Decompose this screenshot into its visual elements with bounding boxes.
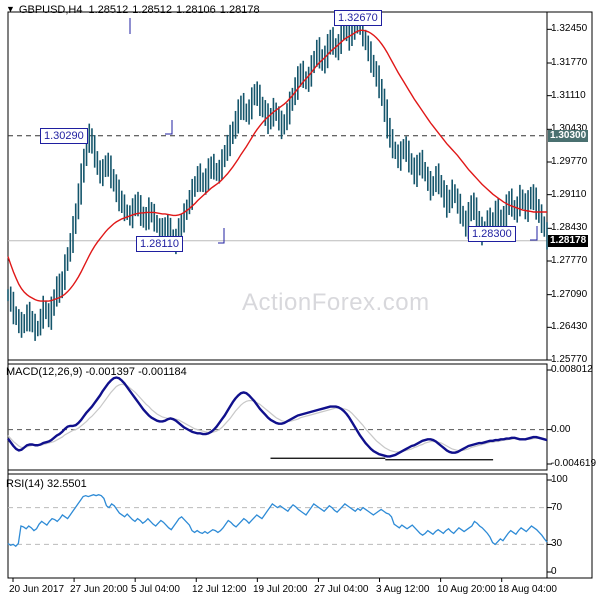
support-tag: 1.28110 [136, 236, 183, 252]
rsi-axis-label: 0 [551, 566, 557, 577]
ohlc-readout: 1.28512 1.28512 1.28106 1.28178 [89, 4, 264, 16]
price-axis-label: 1.32450 [551, 23, 588, 35]
price-axis-label: 1.27770 [551, 254, 588, 266]
ohlc-high: 1.28512 [132, 4, 173, 16]
price-axis-label: 1.27090 [551, 288, 588, 300]
time-axis-label: 10 Aug 20:00 [437, 584, 496, 595]
rsi-axis-label: 30 [551, 538, 563, 550]
symbol-timeframe-label: GBPUSD,H4 [18, 4, 83, 16]
price-axis-label: 1.29110 [551, 188, 587, 200]
rsi-indicator-label: RSI(14) 32.5501 [6, 478, 87, 490]
rsi-line [7, 494, 548, 548]
time-axis-label: 5 Jul 04:00 [131, 584, 180, 595]
recent-low-tag: 1.28300 [468, 226, 516, 242]
resistance-tag: 1.30290 [40, 128, 88, 144]
rsi-panel-frame [7, 473, 548, 579]
macd-indicator-label: MACD(12,26,9) -0.001397 -0.001184 [6, 366, 187, 378]
chart-header: ▼ GBPUSD,H4 1.28512 1.28512 1.28106 1.28178 [6, 4, 264, 16]
ohlc-close: 1.28178 [219, 4, 260, 16]
time-axis-label: 19 Jul 20:00 [253, 584, 308, 595]
current-price-label: 1.28178 [548, 234, 589, 247]
time-axis-label: 27 Jun 20:00 [70, 584, 128, 595]
price-axis-label: 1.31110 [551, 89, 586, 101]
swing-high-tag: 1.32670 [334, 10, 382, 26]
time-axis-label: 27 Jul 04:00 [314, 584, 369, 595]
rsi-axis-label: 70 [551, 501, 563, 513]
price-axis-label: 1.28430 [551, 222, 588, 234]
resistance-leader [165, 120, 173, 135]
time-axis-label: 18 Aug 04:00 [498, 584, 557, 595]
recent-low-leader [530, 226, 538, 241]
price-axis-label: 1.29770 [551, 155, 588, 167]
price-axis-label: 1.26430 [551, 321, 588, 333]
macd-signal-line [7, 383, 548, 453]
watermark: ActionForex.com [242, 289, 430, 316]
macd-main-line [7, 376, 548, 458]
moving-average-line [7, 29, 547, 302]
macd-panel-frame [7, 363, 548, 471]
macd-axis-label: -0.004619 [551, 458, 597, 469]
price-axis-label: 1.25770 [551, 354, 588, 365]
price-level-highlight-label: 1.30300 [548, 129, 589, 142]
time-axis-label: 12 Jul 12:00 [192, 584, 247, 595]
price-axis-label: 1.31770 [551, 56, 588, 68]
time-axis-label: 20 Jun 2017 [9, 584, 65, 595]
price-axis-label: 1.30430 [551, 124, 587, 134]
rsi-axis-label: 100 [551, 474, 568, 485]
ohlc-open: 1.28512 [88, 4, 129, 16]
macd-axis-label: 0.00 [551, 423, 571, 435]
triangle-down-icon[interactable]: ▼ [6, 4, 15, 14]
ohlc-low: 1.28106 [176, 4, 216, 16]
macd-axis-label: 0.008012 [551, 364, 593, 375]
time-axis-label: 3 Aug 12:00 [376, 584, 430, 595]
support-leader [218, 228, 225, 244]
